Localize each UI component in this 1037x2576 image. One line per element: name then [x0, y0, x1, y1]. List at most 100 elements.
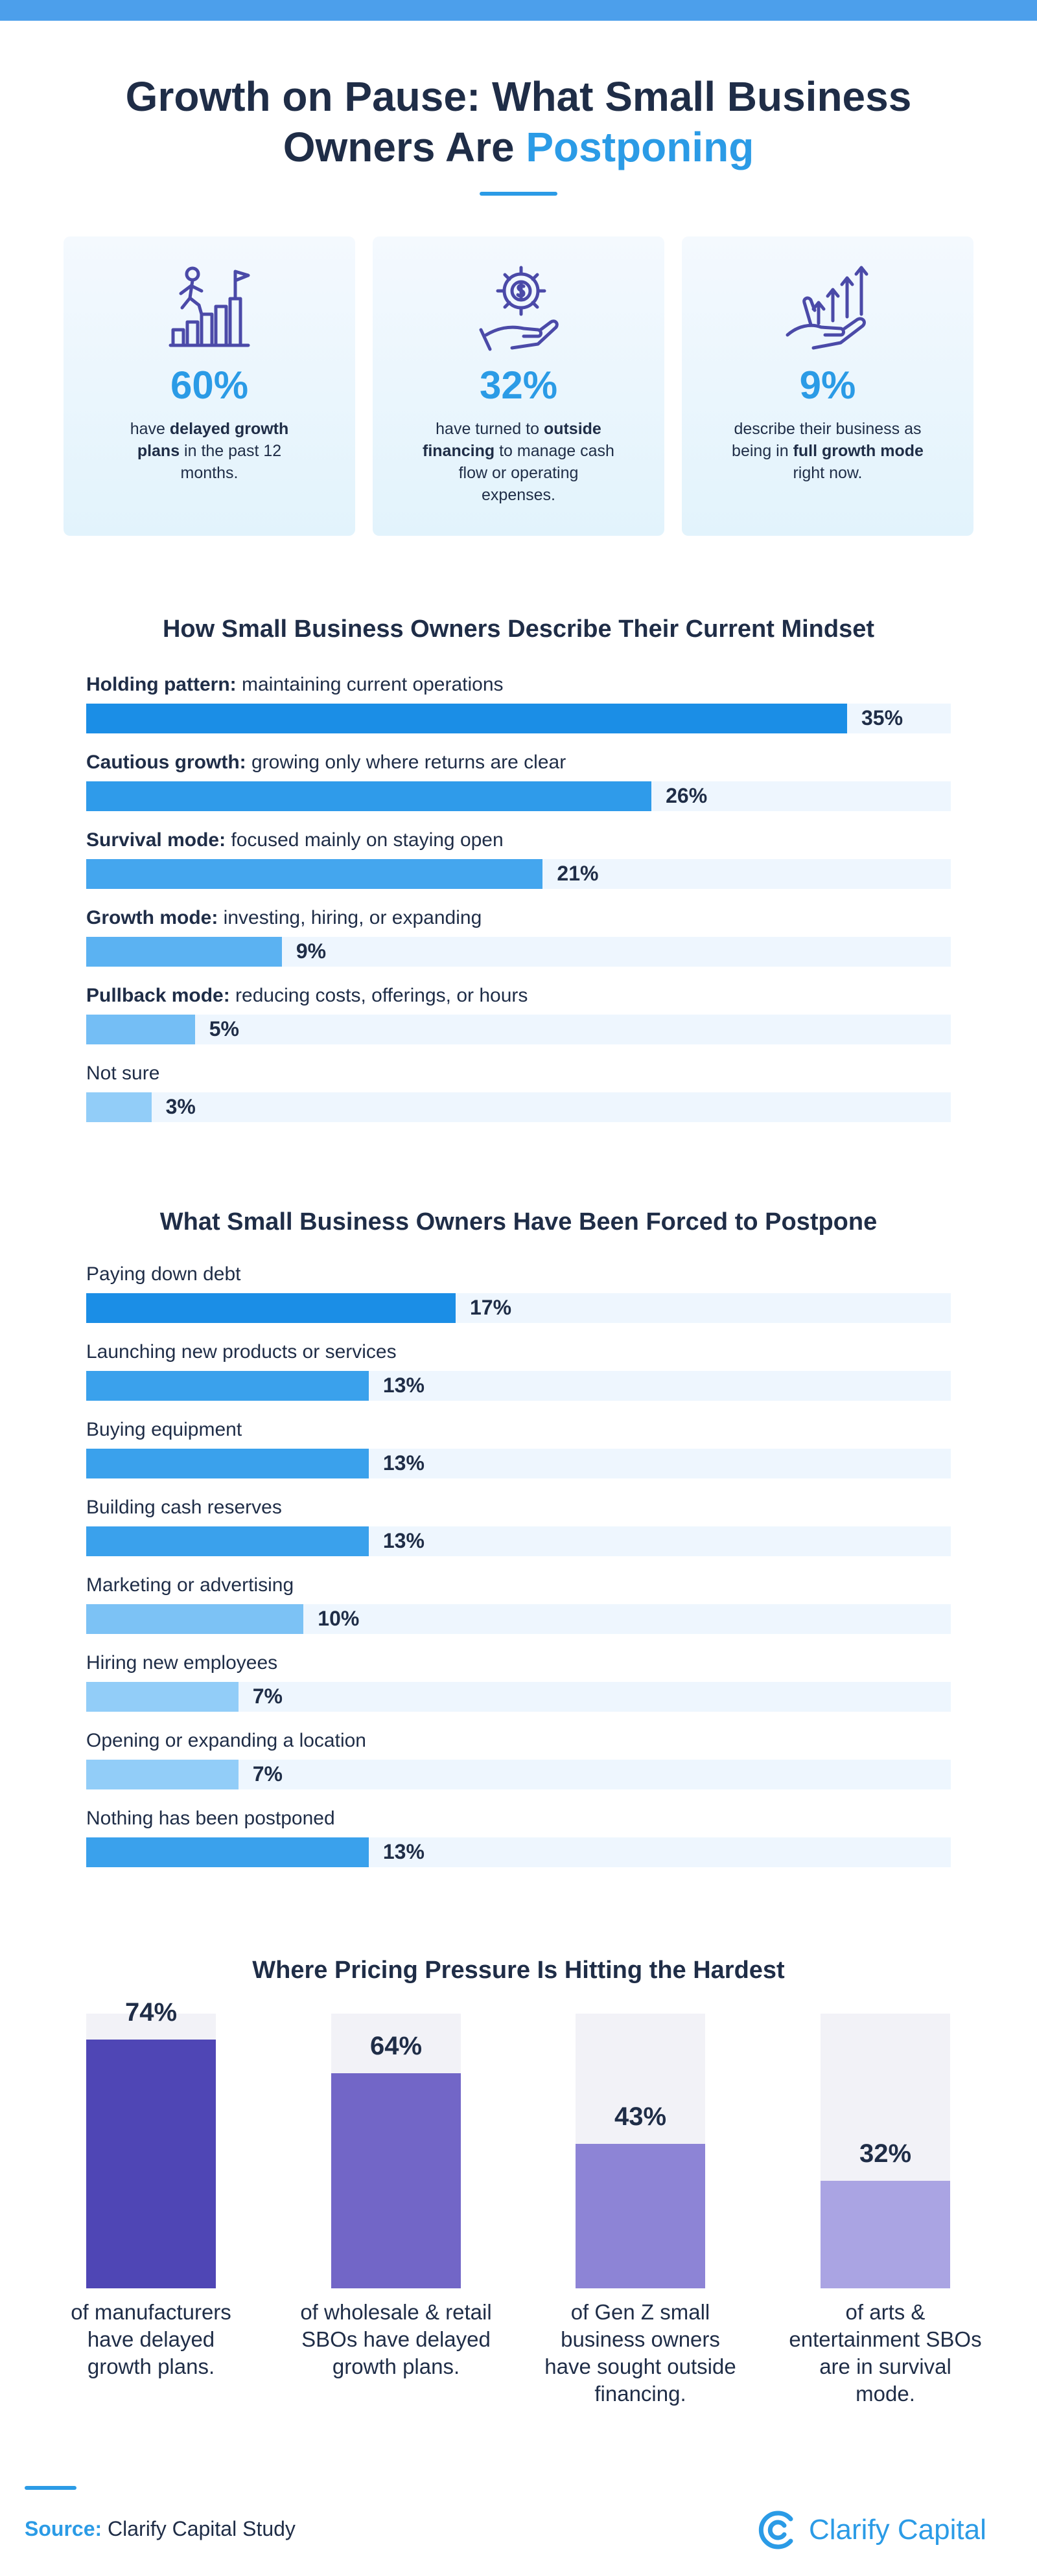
title-line-2: Owners Are: [283, 124, 515, 170]
brand-name: Clarify Capital: [809, 2514, 986, 2546]
source-citation: Source: Clarify Capital Study: [25, 2517, 296, 2541]
bar-value-label: 13%: [382, 1529, 425, 1552]
bar-label-text: Nothing has been postponed: [86, 1808, 335, 1829]
bar-fill: [86, 937, 282, 967]
bar-row: Building cash reserves 13%: [86, 1497, 951, 1556]
bar-fill: [86, 1760, 239, 1789]
column-caption: of Gen Z small business owners have soug…: [544, 2300, 736, 2406]
bar-label-bold: Holding pattern:: [86, 674, 237, 695]
bar-fill: [86, 1526, 369, 1556]
bar-label-text: investing, hiring, or expanding: [218, 907, 482, 928]
bar-label: Not sure: [86, 1063, 159, 1085]
stat-description: describe their business as being in full…: [732, 420, 924, 482]
page-title: Growth on Pause: What Small Business Own…: [0, 71, 1037, 172]
bar-track: 13%: [86, 1837, 951, 1867]
stat-description: have turned to outside financing to mana…: [423, 420, 614, 504]
column-caption: of arts & entertainment SBOs are in surv…: [789, 2300, 982, 2406]
column-bar-fill: [821, 2181, 950, 2288]
bar-value-label: 13%: [382, 1374, 425, 1397]
brand-logo: Clarify Capital: [757, 2507, 1016, 2553]
title-accent-word: Postponing: [526, 124, 754, 170]
bar-label: Marketing or advertising: [86, 1574, 294, 1596]
column-bar-fill: [331, 2073, 461, 2288]
bar-label: Buying equipment: [86, 1419, 242, 1441]
bar-label-text: Building cash reserves: [86, 1497, 282, 1518]
bar-track: 3%: [86, 1092, 951, 1122]
bar-fill: [86, 1682, 239, 1712]
bar-row: Marketing or advertising 10%: [86, 1574, 951, 1634]
bar-track: 13%: [86, 1526, 951, 1556]
source-prefix: Source:: [25, 2517, 102, 2540]
title-line-1: Growth on Pause: What Small Business: [125, 73, 912, 120]
bar-fill: [86, 781, 652, 811]
column-bar-track: 32%: [821, 2014, 950, 2288]
bar-label-text: focused mainly on staying open: [226, 829, 504, 851]
bar-label-text: Hiring new employees: [86, 1652, 278, 1673]
bar-label: Launching new products or services: [86, 1341, 397, 1363]
bar-track: 7%: [86, 1682, 951, 1712]
bar-label: Pullback mode: reducing costs, offerings…: [86, 985, 528, 1007]
bar-row: Nothing has been postponed 13%: [86, 1808, 951, 1867]
bar-track: 26%: [86, 781, 951, 811]
bar-label: Growth mode: investing, hiring, or expan…: [86, 907, 482, 929]
bar-label: Survival mode: focused mainly on staying…: [86, 829, 504, 851]
bar-row: Buying equipment 13%: [86, 1419, 951, 1478]
stat-card-outside-financing: 32% have turned to outside financing to …: [373, 236, 664, 536]
bar-track: 35%: [86, 704, 951, 733]
column-bar-track: 74%: [86, 1998, 216, 2288]
financing-gear-icon: [479, 266, 559, 351]
bar-track: 17%: [86, 1293, 951, 1323]
bar-track: 7%: [86, 1760, 951, 1789]
bar-fill: [86, 1293, 456, 1323]
bar-fill: [86, 704, 847, 733]
bar-label-text: Launching new products or services: [86, 1341, 397, 1363]
bar-label-bold: Pullback mode:: [86, 985, 230, 1006]
bar-fill: [86, 1837, 369, 1867]
bar-track: 9%: [86, 937, 951, 967]
bar-label-bold: Growth mode:: [86, 907, 218, 928]
bar-label: Nothing has been postponed: [86, 1808, 335, 1830]
source-text: Clarify Capital Study: [102, 2517, 296, 2540]
bar-row: Survival mode: focused mainly on staying…: [86, 829, 951, 889]
bar-track: 13%: [86, 1371, 951, 1401]
bar-label-text: Not sure: [86, 1063, 160, 1084]
column-bar-track: 64%: [331, 2014, 461, 2288]
column-bar-track: 43%: [576, 2014, 705, 2288]
bar-value-label: 7%: [252, 1685, 283, 1708]
stat-description: have delayed growth plans in the past 12…: [130, 420, 289, 482]
bar-label-text: Opening or expanding a location: [86, 1730, 366, 1751]
stat-value: 32%: [479, 363, 558, 407]
bar-label-text: growing only where returns are clear: [246, 752, 566, 773]
bar-value-label: 10%: [318, 1607, 360, 1630]
column-value-label: 64%: [369, 2032, 423, 2061]
bar-label: Cautious growth: growing only where retu…: [86, 752, 566, 774]
bar-fill: [86, 1092, 152, 1122]
bar-label: Paying down debt: [86, 1263, 241, 1285]
bar-value-label: 7%: [252, 1762, 283, 1786]
bar-label-text: Paying down debt: [86, 1263, 241, 1285]
bar-label-text: Marketing or advertising: [86, 1574, 294, 1596]
pricing-section-title: Where Pricing Pressure Is Hitting the Ha…: [252, 1957, 785, 1984]
stat-card-full-growth: 9% describe their business as being in f…: [682, 236, 973, 536]
column-value-label: 43%: [614, 2102, 667, 2132]
column-bar-fill: [86, 2040, 216, 2288]
bar-row: Holding pattern: maintaining current ope…: [86, 674, 951, 733]
bar-track: 13%: [86, 1449, 951, 1478]
bar-value-label: 17%: [470, 1296, 512, 1319]
bar-track: 10%: [86, 1604, 951, 1634]
clarify-logo-icon: [758, 2511, 793, 2549]
bar-label-text: maintaining current operations: [236, 674, 504, 695]
bar-label-bold: Survival mode:: [86, 829, 226, 851]
bar-row: Hiring new employees 7%: [86, 1652, 951, 1712]
bar-label-bold: Cautious growth:: [86, 752, 246, 773]
bar-row: Launching new products or services 13%: [86, 1341, 951, 1401]
bar-row: Cautious growth: growing only where retu…: [86, 752, 951, 811]
bar-fill: [86, 1015, 195, 1044]
column-caption: of manufacturers have delayed growth pla…: [71, 2300, 231, 2378]
bar-label: Opening or expanding a location: [86, 1730, 366, 1752]
mindset-section-title: How Small Business Owners Describe Their…: [162, 615, 875, 643]
postpone-section-title: What Small Business Owners Have Been For…: [159, 1208, 878, 1236]
bar-value-label: 26%: [666, 784, 708, 807]
bar-label: Holding pattern: maintaining current ope…: [86, 674, 504, 696]
bar-label-text: reducing costs, offerings, or hours: [229, 985, 528, 1006]
